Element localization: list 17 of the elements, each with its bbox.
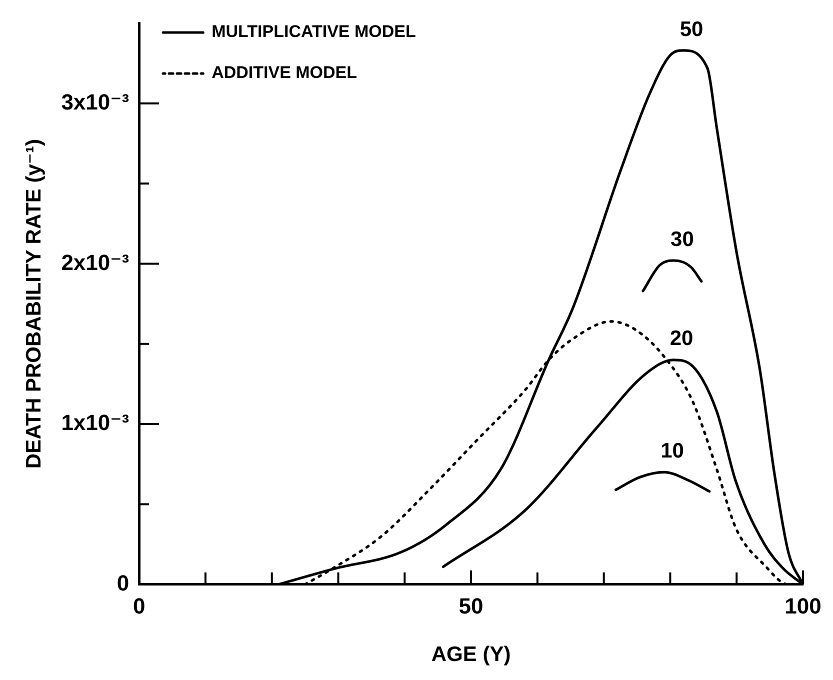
line-series [642,259,703,292]
x-tick-label: 0 [132,594,146,619]
y-tick-label: 3x10⁻³ [61,89,130,114]
x-tick-label: 50 [458,594,484,619]
annotation: 10 [660,439,684,462]
annotation: 30 [670,228,694,251]
annotation: 50 [680,18,704,41]
legend-label: ADDITIVE MODEL [212,63,358,82]
y-tick-label: 2x10⁻³ [61,250,130,275]
x-axis-title: AGE (Y) [431,643,511,666]
legend-label: MULTIPLICATIVE MODEL [212,22,416,42]
x-tick-label: 100 [784,594,822,619]
line-series [614,470,711,493]
annotation: 20 [670,327,694,350]
y-axis-title: DEATH PROBABILITY RATE (y⁻¹) [22,139,46,469]
y-tick-label: 0 [116,570,130,596]
y-tick-label: 1x10⁻³ [61,410,130,436]
